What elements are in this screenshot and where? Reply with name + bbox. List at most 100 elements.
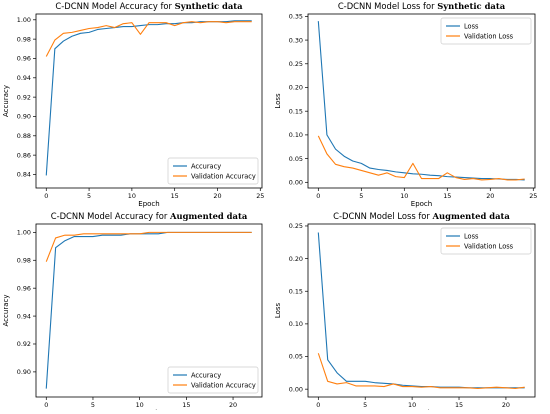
series-line-validation xyxy=(45,21,252,57)
legend: Accuracy Validation Accuracy xyxy=(167,157,259,185)
legend-entry: Accuracy xyxy=(191,162,221,170)
y-tick-label: 0.98 xyxy=(17,35,31,43)
plot-frame xyxy=(307,13,536,189)
y-tick-label: 0.96 xyxy=(17,55,31,63)
chart-title-emphasis: Synthetic data xyxy=(175,1,244,11)
x-tick-label: 25 xyxy=(529,192,537,200)
series-line-validation xyxy=(45,231,252,262)
y-tick-label: 1.00 xyxy=(17,16,31,24)
x-tick-label: 0 xyxy=(316,192,320,200)
series-line-primary xyxy=(317,232,525,389)
y-tick-label: 0.05 xyxy=(289,155,303,163)
legend-entry: Validation Loss xyxy=(464,32,514,40)
legend: Loss Validation Loss xyxy=(440,17,532,45)
y-tick-label: 0.94 xyxy=(17,74,31,82)
y-tick-label: 0.98 xyxy=(17,256,31,264)
y-tick-label: 0.00 xyxy=(289,385,303,393)
legend-entry: Loss xyxy=(464,232,479,240)
legend: Accuracy Validation Accuracy xyxy=(167,366,259,394)
chart-panel-4: C-DCNN Model Loss for Augmented dataEpoc… xyxy=(274,211,536,414)
x-tick-label: 25 xyxy=(256,192,264,200)
series-line-primary xyxy=(45,20,252,176)
y-tick-label: 0.92 xyxy=(17,93,31,101)
y-tick-label: 0.20 xyxy=(289,84,303,92)
y-tick-label: 0.25 xyxy=(289,60,303,68)
x-tick-label: 0 xyxy=(44,401,48,409)
x-tick-label: 0 xyxy=(316,401,320,409)
y-tick-label: 0.15 xyxy=(289,287,303,295)
x-tick-label: 5 xyxy=(359,192,363,200)
x-tick-label: 5 xyxy=(363,401,367,409)
y-axis-label: Loss xyxy=(274,93,282,109)
y-tick-label: 0.86 xyxy=(17,151,31,159)
y-tick-label: 0.10 xyxy=(289,320,303,328)
y-tick-label: 0.84 xyxy=(17,171,31,179)
y-tick-label: 0.25 xyxy=(289,222,303,230)
series-line-primary xyxy=(45,231,252,389)
x-tick-label: 15 xyxy=(443,192,451,200)
x-tick-label: 10 xyxy=(128,192,136,200)
legend-box xyxy=(167,157,259,185)
legend-entry: Validation Accuracy xyxy=(191,172,256,180)
y-tick-label: 0.90 xyxy=(17,368,31,376)
x-axis-label: Epoch xyxy=(138,200,159,208)
y-tick-label: 0.05 xyxy=(289,353,303,361)
chart-title: C-DCNN Model Loss for Synthetic data xyxy=(338,1,506,11)
y-tick-label: 0.30 xyxy=(289,36,303,44)
series-line-primary xyxy=(317,21,525,181)
series-line-validation xyxy=(317,353,525,390)
legend: Loss Validation Loss xyxy=(440,227,532,255)
x-tick-label: 15 xyxy=(182,401,190,409)
plot-frame xyxy=(35,223,263,398)
x-tick-label: 20 xyxy=(213,192,221,200)
chart-title: C-DCNN Model Loss for Augmented data xyxy=(333,211,510,221)
legend-entry: Loss xyxy=(464,22,479,30)
y-tick-label: 0.10 xyxy=(289,131,303,139)
y-tick-label: 0.94 xyxy=(17,312,31,320)
chart-panel-1: C-DCNN Model Accuracy for Synthetic data… xyxy=(2,1,264,208)
y-tick-label: 0.92 xyxy=(17,340,31,348)
plot-frame xyxy=(35,13,263,189)
legend-entry: Accuracy xyxy=(191,371,221,379)
plot-frame xyxy=(307,223,536,398)
y-tick-label: 0.90 xyxy=(17,113,31,121)
chart-panel-3: C-DCNN Model Accuracy for Augmented data… xyxy=(2,211,263,414)
x-tick-label: 5 xyxy=(87,192,91,200)
y-tick-label: 0.20 xyxy=(289,255,303,263)
x-axis-label: Epoch xyxy=(411,200,432,208)
x-tick-label: 15 xyxy=(171,192,179,200)
y-axis-label: Loss xyxy=(274,302,282,318)
series-line-validation xyxy=(317,135,525,181)
y-tick-label: 0.35 xyxy=(289,13,303,21)
chart-title: C-DCNN Model Accuracy for Synthetic data xyxy=(55,1,243,11)
y-tick-label: 0.88 xyxy=(17,132,31,140)
legend-entry: Validation Loss xyxy=(464,242,514,250)
legend-box xyxy=(167,366,259,394)
chart-title: C-DCNN Model Accuracy for Augmented data xyxy=(51,211,248,221)
x-tick-label: 15 xyxy=(455,401,463,409)
y-tick-label: 1.00 xyxy=(17,229,31,237)
x-tick-label: 5 xyxy=(91,401,95,409)
chart-title-emphasis: Synthetic data xyxy=(437,1,506,11)
y-axis-label: Accuracy xyxy=(2,295,10,327)
x-tick-label: 10 xyxy=(400,192,408,200)
chart-title-emphasis: Augmented data xyxy=(432,211,511,221)
legend-box xyxy=(440,17,532,45)
x-tick-label: 10 xyxy=(136,401,144,409)
y-tick-label: 0.15 xyxy=(289,107,303,115)
y-axis-label: Accuracy xyxy=(2,85,10,117)
chart-title-text: C-DCNN Model Loss for xyxy=(333,211,432,221)
x-tick-label: 20 xyxy=(229,401,237,409)
chart-title-emphasis: Augmented data xyxy=(169,211,248,221)
x-tick-label: 0 xyxy=(44,192,48,200)
chart-title-text: C-DCNN Model Loss for xyxy=(338,1,437,11)
chart-panel-2: C-DCNN Model Loss for Synthetic data Epoc… xyxy=(274,1,537,208)
y-tick-label: 0.00 xyxy=(289,179,303,187)
chart-title-text: C-DCNN Model Accuracy for xyxy=(55,1,174,11)
x-tick-label: 20 xyxy=(502,401,510,409)
chart-title-text: C-DCNN Model Accuracy for xyxy=(51,211,170,221)
x-tick-label: 10 xyxy=(408,401,416,409)
legend-box xyxy=(440,227,532,255)
